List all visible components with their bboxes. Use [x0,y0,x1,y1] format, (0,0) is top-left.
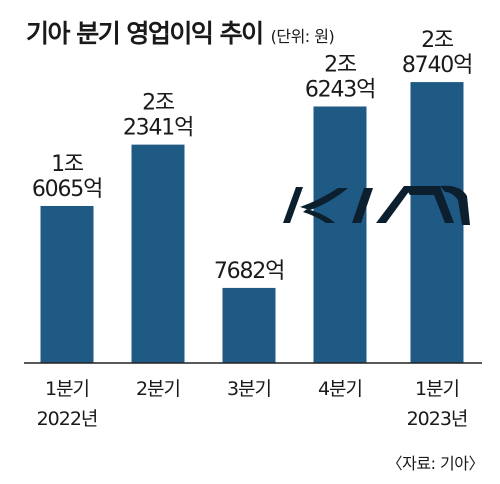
unit-note: (단위: 원) [270,27,335,46]
data-label: 2조 [142,91,175,116]
title-row: 기아 분기 영업이익 추이 (단위: 원) [26,14,335,50]
x-tick-label: 2023년 [407,408,468,430]
x-tick-label: 2022년 [37,408,98,430]
source-note: 〈자료: 기아〉 [386,454,485,473]
bar [131,144,185,363]
kia-logo [283,185,470,225]
data-label: 8740억 [402,53,472,78]
bar [40,205,94,363]
data-label: 6065억 [32,177,102,202]
data-label: 2조 [324,52,357,77]
x-tick-label: 1분기 [45,378,89,400]
x-tick-label: 2분기 [136,378,180,400]
data-label: 7682억 [214,259,284,284]
bar [313,106,367,363]
data-label: 2조 [421,28,454,53]
data-label: 6243억 [305,77,375,102]
x-tick-label: 1분기 [415,378,459,400]
chart-title: 기아 분기 영업이익 추이 [26,19,264,48]
bar [410,82,464,364]
data-label: 1조 [51,152,84,177]
data-label: 2341억 [123,116,193,141]
x-tick-label: 4분기 [318,378,362,400]
bar [222,287,276,363]
x-tick-label: 3분기 [227,378,271,400]
